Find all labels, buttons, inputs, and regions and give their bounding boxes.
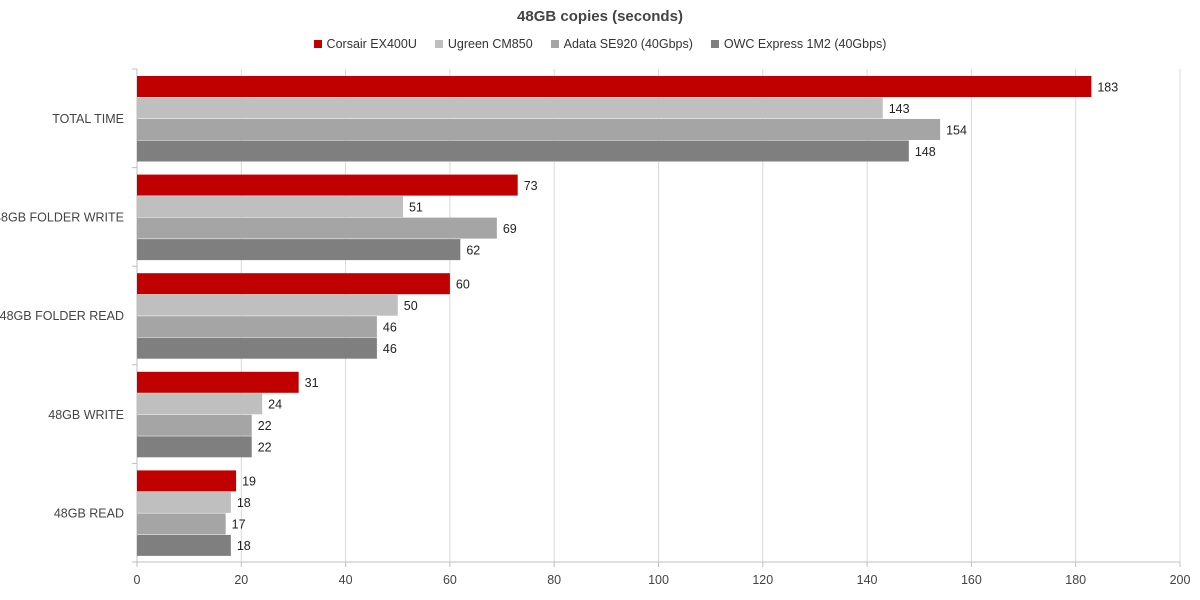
bar <box>137 294 398 316</box>
data-label: 143 <box>889 102 910 116</box>
data-label: 17 <box>232 518 246 532</box>
data-label: 46 <box>383 320 397 334</box>
x-tick-label: 0 <box>134 573 141 587</box>
category-label: TOTAL TIME <box>52 112 124 126</box>
category-label: 48GB FOLDER WRITE <box>0 211 124 225</box>
chart-title: 48GB copies (seconds) <box>517 8 683 25</box>
x-tick-label: 200 <box>1170 573 1191 587</box>
bar <box>137 491 231 513</box>
bar <box>137 140 909 162</box>
legend-label: Corsair EX400U <box>326 37 417 51</box>
legend-label: Ugreen CM850 <box>447 37 533 51</box>
bar <box>137 174 518 196</box>
legend-swatch <box>710 40 719 48</box>
data-label: 19 <box>242 475 256 489</box>
legend-item: Adata SE920 (40Gbps) <box>550 37 693 51</box>
bar <box>137 470 237 492</box>
data-label: 46 <box>383 342 397 356</box>
bar <box>137 393 263 415</box>
legend-swatch <box>313 40 322 48</box>
category-label: 48GB WRITE <box>48 408 124 422</box>
x-tick-label: 20 <box>234 573 248 587</box>
legend-item: Corsair EX400U <box>313 37 417 51</box>
legend: Corsair EX400U Ugreen CM850 Adata SE920 (4… <box>0 37 1200 51</box>
bar <box>137 217 497 239</box>
bar <box>137 414 252 436</box>
data-label: 73 <box>524 179 538 193</box>
bar <box>137 316 377 338</box>
data-label: 22 <box>258 441 272 455</box>
bar <box>137 513 226 535</box>
x-tick-label: 140 <box>857 573 878 587</box>
legend-label: OWC Express 1M2 (40Gbps) <box>723 37 887 51</box>
data-label: 183 <box>1097 80 1118 94</box>
bar <box>137 273 450 295</box>
bar <box>137 239 461 261</box>
legend-swatch <box>434 40 443 48</box>
bar <box>137 119 941 140</box>
data-label: 22 <box>258 419 272 433</box>
data-label: 18 <box>237 539 251 553</box>
x-tick-label: 60 <box>443 573 457 587</box>
x-tick-label: 40 <box>339 573 353 587</box>
data-label: 18 <box>237 496 251 510</box>
data-label: 24 <box>268 398 282 412</box>
bar <box>137 436 252 458</box>
data-label: 154 <box>946 123 967 137</box>
data-label: 60 <box>456 277 470 291</box>
legend-item: Ugreen CM850 <box>434 37 533 51</box>
bar <box>137 196 403 218</box>
legend-label: Adata SE920 (40Gbps) <box>563 37 693 51</box>
legend-item: OWC Express 1M2 (40Gbps) <box>710 37 887 51</box>
category-label: 48GB FOLDER READ <box>0 309 124 323</box>
x-tick-label: 180 <box>1065 573 1086 587</box>
x-tick-label: 100 <box>648 573 669 587</box>
category-label: 48GB READ <box>54 506 124 520</box>
data-label: 69 <box>503 222 517 236</box>
x-tick-label: 160 <box>961 573 982 587</box>
bar <box>137 97 883 119</box>
bar <box>137 371 299 393</box>
legend-swatch <box>550 40 559 48</box>
bar <box>137 337 377 359</box>
data-label: 62 <box>466 243 480 257</box>
data-label: 50 <box>404 299 418 313</box>
bar <box>137 76 1092 97</box>
x-tick-label: 120 <box>752 573 773 587</box>
data-label: 148 <box>915 145 936 159</box>
x-tick-label: 80 <box>547 573 561 587</box>
bar <box>137 534 231 556</box>
data-label: 31 <box>305 376 319 390</box>
data-label: 51 <box>409 200 423 214</box>
